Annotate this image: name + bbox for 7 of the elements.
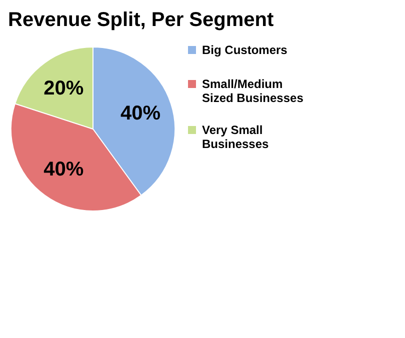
legend-label: Small/Medium Sized Businesses bbox=[202, 77, 304, 105]
data-label: 40% bbox=[120, 102, 161, 125]
data-label: 20% bbox=[44, 78, 84, 100]
legend-label: Very Small Businesses bbox=[202, 123, 270, 151]
legend-label: Big Customers bbox=[202, 43, 288, 57]
chart-title: Revenue Split, Per Segment bbox=[8, 9, 274, 31]
data-label: 40% bbox=[44, 158, 84, 180]
